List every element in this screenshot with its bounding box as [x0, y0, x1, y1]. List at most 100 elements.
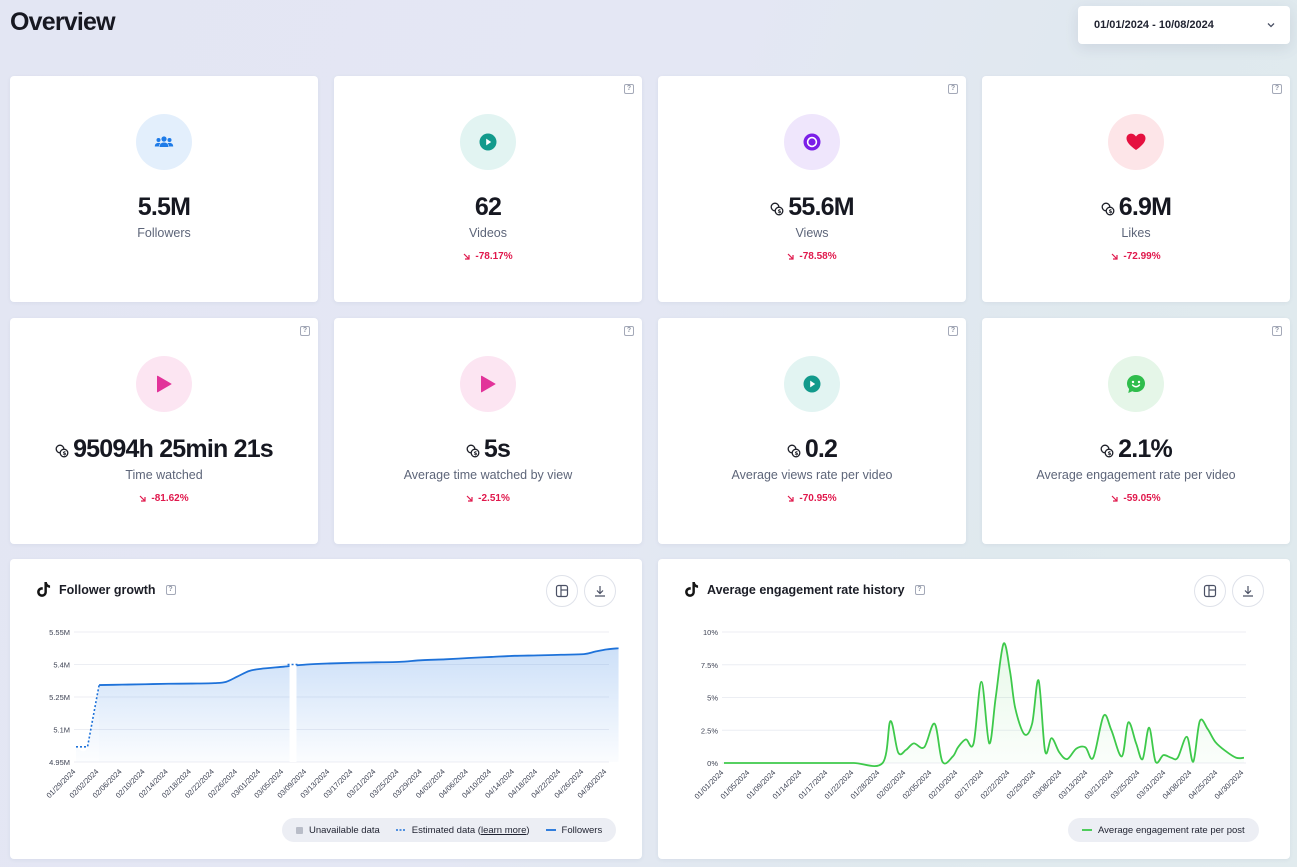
heart-icon: [1126, 133, 1146, 151]
stat-icon-badge: [784, 114, 840, 170]
followers-line: [99, 647, 619, 686]
stat-label: Videos: [469, 226, 507, 240]
stat-icon-badge: [136, 356, 192, 412]
y-tick-label: 2.5%: [701, 726, 718, 735]
help-icon[interactable]: ?: [948, 326, 958, 336]
chart-header: Follower growth ?: [36, 581, 176, 598]
help-icon[interactable]: ?: [624, 326, 634, 336]
chart-legend: Unavailable data Estimated data (learn m…: [282, 818, 617, 842]
stat-icon-badge: [1108, 114, 1164, 170]
download-icon: [1243, 586, 1253, 597]
coins-icon: $: [787, 444, 801, 457]
tiktok-icon: [37, 582, 51, 597]
engagement-rate-chart: 10%7.5%5%2.5%0%01/01/202401/05/202401/09…: [693, 628, 1246, 801]
area-fill: [99, 648, 619, 762]
coins-icon: $: [770, 202, 784, 215]
layout-button[interactable]: [546, 575, 578, 607]
stat-value: $95094h 25min 21s: [10, 435, 318, 464]
date-range-value: 01/01/2024 - 10/08/2024: [1094, 19, 1214, 31]
follower-growth-card: Follower growth ? 5.55M 5.4M 5.25M 5.1M 4.95…: [10, 559, 642, 859]
estimated-line: [76, 684, 100, 748]
page-title: Overview: [10, 8, 116, 36]
stat-value: $2.1%: [982, 435, 1290, 464]
stat-icon-badge: [460, 356, 516, 412]
stat-value: $55.6M: [658, 193, 966, 222]
help-icon[interactable]: ?: [624, 84, 634, 94]
stat-delta: -2.51%: [334, 493, 642, 504]
help-icon[interactable]: ?: [300, 326, 310, 336]
follower-growth-chart: 5.55M5.4M5.25M5.1M4.95M01/29/202402/02/2…: [45, 628, 619, 800]
y-tick-label: 4.95M: [49, 758, 70, 767]
stat-card-average-engagement-rate-per-video: ? $2.1% Average engagement rate per video -…: [982, 318, 1290, 544]
stat-card-time-watched: ? $95094h 25min 21s Time watched -81.62%: [10, 318, 318, 544]
legend-estimated[interactable]: Estimated data (learn more): [395, 824, 530, 836]
trend-down-icon: [466, 495, 473, 502]
help-icon[interactable]: ?: [914, 584, 925, 595]
svg-text:$: $: [63, 451, 67, 457]
learn-more-link[interactable]: learn more: [480, 824, 527, 836]
legend-engagement[interactable]: Average engagement rate per post: [1082, 824, 1245, 836]
stat-delta: -70.95%: [658, 493, 966, 504]
stat-delta: -59.05%: [982, 493, 1290, 504]
y-tick-label: 5.4M: [53, 661, 70, 670]
help-icon[interactable]: ?: [1272, 84, 1282, 94]
svg-text:$: $: [778, 209, 782, 215]
trend-down-icon: [787, 253, 794, 260]
smile-chat-icon: [1126, 374, 1146, 394]
engagement-history-card: Average engagement rate history ? 10% 7.5…: [658, 559, 1290, 859]
help-icon[interactable]: ?: [1272, 326, 1282, 336]
layout-icon: [1203, 584, 1217, 598]
stat-label: Average views rate per video: [731, 468, 893, 482]
stat-delta: -72.99%: [982, 251, 1290, 262]
stat-label: Average time watched by view: [403, 468, 573, 482]
trend-down-icon: [1111, 495, 1118, 502]
coins-icon: $: [466, 444, 480, 457]
eye-circle-icon: [803, 133, 821, 151]
svg-text:$: $: [473, 451, 477, 457]
chart-title: Average engagement rate history: [707, 582, 905, 597]
trend-down-icon: [463, 253, 470, 260]
layout-icon: [555, 584, 569, 598]
stat-delta: -81.62%: [10, 493, 318, 504]
help-icon[interactable]: ?: [165, 584, 176, 595]
chart-title: Follower growth: [59, 582, 156, 597]
download-button[interactable]: [1232, 575, 1264, 607]
help-icon[interactable]: ?: [948, 84, 958, 94]
y-tick-label: 0%: [707, 759, 718, 768]
stat-card-likes: ? $6.9M Likes -72.99%: [982, 76, 1290, 302]
legend-unavailable[interactable]: Unavailable data: [296, 825, 380, 836]
coins-icon: $: [55, 444, 69, 457]
unavailable-data-gap: [289, 637, 297, 762]
stat-icon-badge: [460, 114, 516, 170]
y-tick-label: 5.1M: [53, 726, 70, 735]
chart-legend: Average engagement rate per post: [1068, 818, 1259, 842]
chart-header: Average engagement rate history ?: [684, 581, 925, 598]
play-icon: [480, 375, 496, 393]
stat-card-views: ? $55.6M Views -78.58%: [658, 76, 966, 302]
y-tick-label: 10%: [703, 628, 718, 637]
stat-icon-badge: [784, 356, 840, 412]
estimated-area-fill: [76, 685, 100, 762]
users-icon: [154, 135, 174, 149]
stat-value: $6.9M: [982, 193, 1290, 222]
stat-label: Time watched: [125, 468, 203, 482]
layout-button[interactable]: [1194, 575, 1226, 607]
stat-delta: -78.17%: [334, 251, 642, 262]
stat-card-followers: 5.5M Followers: [10, 76, 318, 302]
svg-text:$: $: [1108, 209, 1112, 215]
stat-delta: -78.58%: [658, 251, 966, 262]
legend-followers[interactable]: Followers: [545, 824, 603, 836]
y-tick-label: 5.55M: [49, 628, 70, 637]
coins-icon: $: [1100, 444, 1114, 457]
coins-icon: $: [1101, 202, 1115, 215]
stat-label: Views: [795, 226, 829, 240]
trend-down-icon: [1111, 253, 1118, 260]
y-tick-label: 5%: [707, 694, 718, 703]
trend-down-icon: [139, 495, 146, 502]
stat-card-average-time-watched-by-view: ? $5s Average time watched by view -2.51%: [334, 318, 642, 544]
chevron-down-icon: [1267, 23, 1275, 28]
stat-icon-badge: [136, 114, 192, 170]
date-range-picker[interactable]: 01/01/2024 - 10/08/2024: [1078, 6, 1290, 44]
download-button[interactable]: [584, 575, 616, 607]
stat-value: $5s: [334, 435, 642, 464]
